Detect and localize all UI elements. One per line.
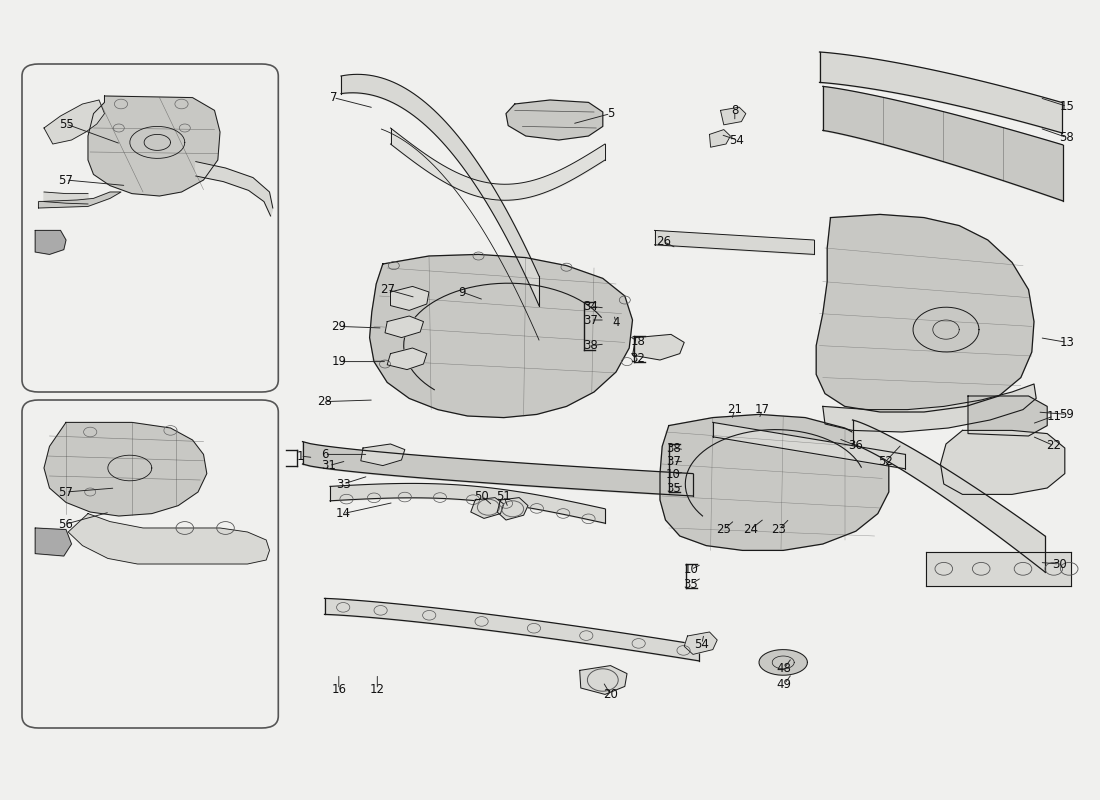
Text: 15: 15	[1059, 100, 1075, 113]
Text: 34: 34	[583, 300, 598, 313]
Text: 59: 59	[1059, 408, 1075, 421]
Polygon shape	[88, 96, 220, 196]
Text: 10: 10	[683, 563, 698, 576]
Text: 10: 10	[666, 468, 681, 481]
Polygon shape	[632, 334, 684, 360]
Text: 13: 13	[1059, 336, 1075, 349]
Polygon shape	[497, 498, 528, 520]
Text: 18: 18	[630, 335, 646, 348]
Polygon shape	[710, 130, 730, 147]
Polygon shape	[370, 254, 632, 418]
Polygon shape	[823, 384, 1036, 432]
FancyBboxPatch shape	[22, 400, 278, 728]
Text: 35: 35	[666, 482, 681, 494]
Text: 49: 49	[777, 678, 792, 690]
Text: 56: 56	[58, 518, 74, 530]
Text: 30: 30	[1052, 558, 1067, 570]
Polygon shape	[35, 528, 72, 556]
Polygon shape	[68, 514, 270, 564]
Text: 16: 16	[331, 683, 346, 696]
Polygon shape	[35, 230, 66, 254]
Polygon shape	[385, 316, 424, 338]
Text: 58: 58	[1059, 131, 1075, 144]
Polygon shape	[816, 214, 1034, 412]
Polygon shape	[390, 286, 429, 310]
Polygon shape	[44, 192, 88, 204]
Text: 8: 8	[732, 104, 738, 117]
Text: 5: 5	[607, 107, 614, 120]
Text: 54: 54	[694, 638, 710, 650]
Text: 4: 4	[613, 316, 619, 329]
Text: 26: 26	[656, 235, 671, 248]
Text: 55: 55	[58, 118, 74, 130]
Text: 20: 20	[603, 688, 618, 701]
Text: 12: 12	[370, 683, 385, 696]
Text: 50: 50	[474, 490, 490, 502]
Text: 37: 37	[583, 314, 598, 326]
Text: 17: 17	[755, 403, 770, 416]
Text: 31: 31	[321, 459, 337, 472]
Polygon shape	[44, 100, 104, 144]
Text: 7: 7	[330, 91, 337, 104]
Text: 1: 1	[297, 450, 304, 462]
Text: 35: 35	[683, 578, 698, 590]
Text: 23: 23	[771, 523, 786, 536]
Polygon shape	[580, 666, 627, 694]
Text: 48: 48	[777, 662, 792, 674]
Text: 38: 38	[666, 442, 681, 454]
Text: 51: 51	[496, 490, 512, 502]
Text: 33: 33	[336, 478, 351, 490]
Polygon shape	[720, 107, 746, 125]
Text: 25: 25	[716, 523, 732, 536]
Polygon shape	[968, 396, 1047, 436]
FancyBboxPatch shape	[22, 64, 278, 392]
Text: 27: 27	[379, 283, 395, 296]
Polygon shape	[39, 192, 121, 208]
Polygon shape	[44, 422, 207, 516]
Text: 32: 32	[630, 352, 646, 365]
Text: 9: 9	[459, 286, 465, 298]
Text: 36: 36	[848, 439, 864, 452]
Polygon shape	[361, 444, 405, 466]
Text: 28: 28	[317, 395, 332, 408]
Polygon shape	[196, 162, 273, 216]
Polygon shape	[684, 632, 717, 654]
Text: 6: 6	[321, 448, 328, 461]
Text: 11: 11	[1046, 410, 1062, 422]
Text: 21: 21	[727, 403, 742, 416]
Polygon shape	[506, 100, 603, 140]
Text: 38: 38	[583, 339, 598, 352]
Text: 57: 57	[58, 486, 74, 498]
Text: 14: 14	[336, 507, 351, 520]
Text: 22: 22	[1046, 439, 1062, 452]
Polygon shape	[660, 414, 889, 550]
Text: 37: 37	[666, 455, 681, 468]
Text: 54: 54	[729, 134, 745, 146]
Polygon shape	[471, 498, 504, 518]
Text: 19: 19	[331, 355, 346, 368]
Text: 57: 57	[58, 174, 74, 186]
Polygon shape	[940, 430, 1065, 494]
Text: 29: 29	[331, 320, 346, 333]
Text: 52: 52	[878, 455, 893, 468]
Polygon shape	[387, 348, 427, 370]
Polygon shape	[759, 650, 807, 675]
Text: 24: 24	[742, 523, 758, 536]
